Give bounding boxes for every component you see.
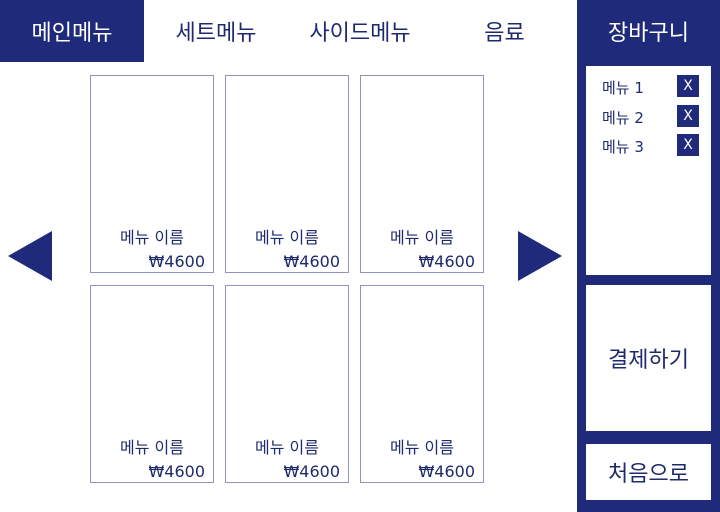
cart-title: 장바구니 <box>608 21 689 46</box>
next-page-button[interactable] <box>518 231 564 281</box>
menu-item-price: ₩4600 <box>418 462 475 481</box>
remove-item-button[interactable]: X <box>677 75 699 97</box>
menu-item-price: ₩4600 <box>283 462 340 481</box>
cart-item-label: 메뉴 1 <box>602 79 644 97</box>
tab-side-menu[interactable]: 사이드메뉴 <box>309 21 411 46</box>
menu-item-price: ₩4600 <box>283 252 340 271</box>
cart-item: 메뉴 2 X <box>602 105 712 127</box>
home-button[interactable]: 처음으로 <box>586 444 711 500</box>
category-tabs: 메인메뉴 세트메뉴 사이드메뉴 음료 <box>0 0 577 62</box>
cart-item-label: 메뉴 2 <box>602 109 644 127</box>
triangle-right-icon <box>518 231 562 281</box>
menu-item-name: 메뉴 이름 <box>120 438 184 457</box>
menu-item-name: 메뉴 이름 <box>390 228 454 247</box>
menu-item-price: ₩4600 <box>418 252 475 271</box>
tab-set-menu[interactable]: 세트메뉴 <box>175 21 257 46</box>
cart-item-label: 메뉴 3 <box>602 138 644 156</box>
remove-item-button[interactable]: X <box>677 134 699 156</box>
menu-item-name: 메뉴 이름 <box>390 438 454 457</box>
menu-card[interactable]: 메뉴 이름 ₩4600 <box>90 285 214 483</box>
menu-card[interactable]: 메뉴 이름 ₩4600 <box>90 75 214 273</box>
remove-item-button[interactable]: X <box>677 105 699 127</box>
menu-item-name: 메뉴 이름 <box>255 228 319 247</box>
menu-item-price: ₩4600 <box>148 252 205 271</box>
triangle-left-icon <box>8 231 52 281</box>
cart-item: 메뉴 3 X <box>602 134 712 156</box>
tab-main-menu[interactable]: 메인메뉴 <box>0 0 144 62</box>
menu-card[interactable]: 메뉴 이름 ₩4600 <box>225 285 349 483</box>
menu-item-price: ₩4600 <box>148 462 205 481</box>
menu-item-name: 메뉴 이름 <box>255 438 319 457</box>
cart-list: 메뉴 1 X 메뉴 2 X 메뉴 3 X <box>586 66 711 275</box>
menu-item-name: 메뉴 이름 <box>120 228 184 247</box>
tab-drinks[interactable]: 음료 <box>484 21 525 46</box>
prev-page-button[interactable] <box>8 231 54 281</box>
menu-card[interactable]: 메뉴 이름 ₩4600 <box>360 285 484 483</box>
menu-card[interactable]: 메뉴 이름 ₩4600 <box>225 75 349 273</box>
cart-item: 메뉴 1 X <box>602 75 712 97</box>
checkout-button[interactable]: 결제하기 <box>586 285 711 431</box>
menu-card[interactable]: 메뉴 이름 ₩4600 <box>360 75 484 273</box>
cart-panel: 장바구니 메뉴 1 X 메뉴 2 X 메뉴 3 X 결제하기 처음으로 <box>577 0 720 512</box>
